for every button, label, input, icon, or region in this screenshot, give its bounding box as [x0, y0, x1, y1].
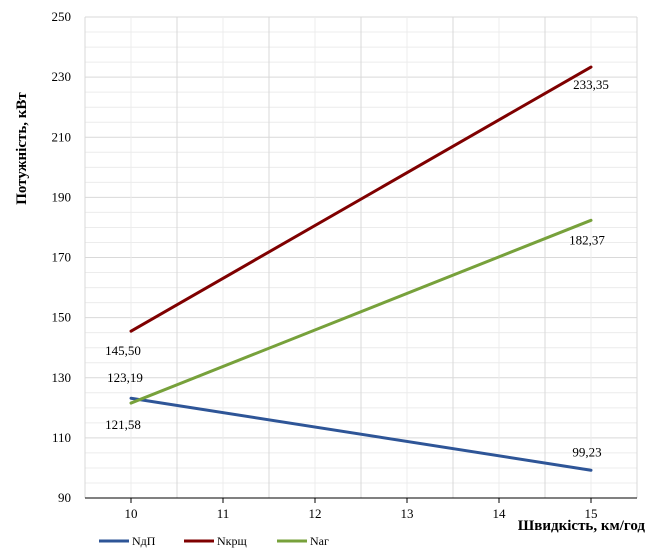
x-tick-label: 15 — [585, 506, 598, 521]
x-tick-label: 11 — [217, 506, 230, 521]
y-tick-label: 210 — [52, 129, 72, 144]
y-tick-label: 250 — [52, 9, 72, 24]
x-tick-label: 10 — [125, 506, 138, 521]
x-tick-label: 14 — [493, 506, 507, 521]
y-tick-label: 190 — [52, 189, 72, 204]
data-label: 99,23 — [572, 444, 601, 459]
legend-entry: Nаг — [310, 534, 329, 548]
x-tick-label: 13 — [401, 506, 414, 521]
y-tick-label: 230 — [52, 69, 72, 84]
x-tick-label: 12 — [309, 506, 322, 521]
y-tick-label: 90 — [58, 490, 71, 505]
series-line — [129, 65, 593, 333]
data-label: 123,19 — [107, 370, 143, 385]
legend-entry: Nкрщ — [217, 534, 247, 548]
y-tick-label: 150 — [52, 310, 72, 325]
y-tick-label: 170 — [52, 250, 72, 265]
data-label: 233,35 — [573, 77, 609, 92]
legend-entry: NдП — [132, 534, 156, 548]
legend: NдП Nкрщ Nаг — [99, 534, 329, 548]
y-tick-label: 130 — [52, 370, 72, 385]
data-label: 145,50 — [105, 343, 141, 358]
grid: 90 110 130 150 170 190 210 230 250 10 11 12 13 14 15 — [52, 9, 638, 521]
series — [129, 65, 593, 472]
series-line — [129, 396, 593, 472]
series-line — [129, 218, 593, 405]
y-tick-label: 110 — [52, 430, 71, 445]
x-axis-title: Швидкість, км/год — [518, 518, 646, 534]
y-axis-title: Потужність, кВт — [14, 92, 30, 205]
data-labels: 123,19 99,23 145,50 233,35 121,58 182,37 — [105, 77, 609, 459]
data-label: 121,58 — [105, 417, 141, 432]
data-label: 182,37 — [569, 232, 605, 247]
axes: Потужність, кВт Швидкість, км/год — [14, 92, 645, 534]
